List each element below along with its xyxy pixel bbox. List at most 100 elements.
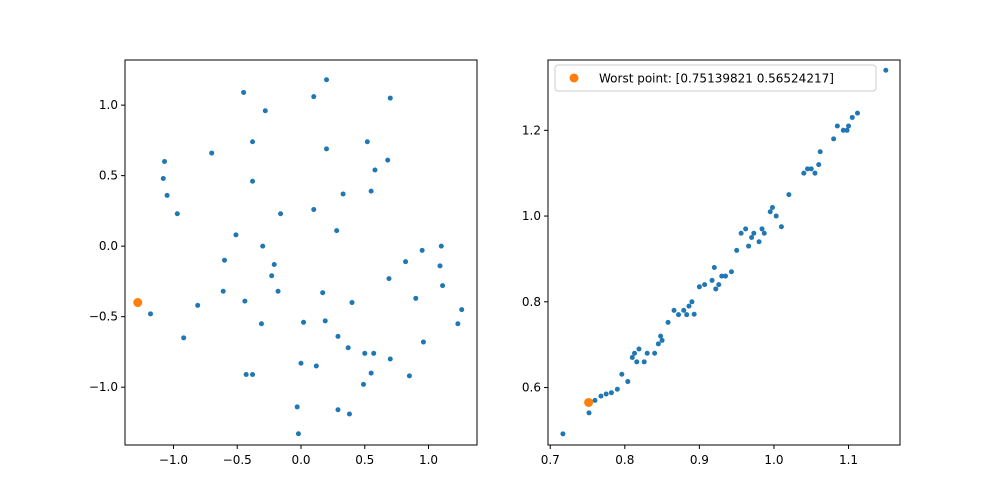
left-data-point [162, 159, 168, 165]
left-data-point [250, 139, 256, 145]
left-data-point [340, 191, 346, 197]
legend-box [554, 64, 877, 92]
legend-marker-worst-point [569, 73, 579, 83]
left-y-tick-label: 0.0 [99, 239, 118, 253]
right-data-point [716, 282, 722, 288]
left-data-point [406, 373, 412, 379]
left-data-point [387, 356, 393, 362]
right-data-point [636, 346, 642, 352]
left-data-point [164, 192, 170, 198]
right-data-point [854, 110, 860, 116]
left-data-point [386, 276, 392, 282]
left-data-point [335, 407, 341, 413]
left-data-point [335, 333, 341, 339]
right-data-point [658, 333, 664, 339]
right-data-point [691, 311, 697, 317]
left-data-point [420, 339, 426, 345]
left-x-tick-label: −1.0 [159, 453, 188, 467]
right-data-point [761, 230, 767, 236]
left-x-tick-label: −0.5 [223, 453, 252, 467]
right-y-tick-label: 1.2 [522, 123, 541, 137]
left-data-point [233, 232, 239, 238]
right-data-point [812, 170, 818, 176]
left-data-point [437, 263, 443, 269]
right-data-point [625, 379, 631, 385]
left-data-point [275, 288, 281, 294]
left-data-point [241, 89, 247, 95]
right-data-point [734, 247, 740, 253]
left-x-tick-label: 0.0 [291, 453, 310, 467]
left-data-point [311, 94, 317, 100]
left-data-point [413, 295, 419, 301]
right-data-point [696, 284, 702, 290]
right-data-point [603, 391, 609, 397]
right-data-point [756, 239, 762, 245]
right-data-point [560, 431, 566, 437]
right-x-tick-label: 0.7 [541, 453, 560, 467]
right-data-point [849, 114, 855, 120]
left-data-point [209, 150, 215, 156]
left-data-point [322, 318, 328, 324]
legend-label-worst-point: Worst point: [0.75139821 0.56524217] [599, 72, 834, 86]
right-worst-point [584, 397, 594, 407]
left-data-point [387, 95, 393, 101]
left-data-point [298, 360, 304, 366]
left-data-point [385, 157, 391, 163]
right-data-point [655, 341, 661, 347]
right-data-point [834, 123, 840, 129]
left-data-point [174, 211, 180, 217]
left-y-ticks: −1.0 −0.5 0.0 0.5 1.0 [89, 98, 125, 394]
left-data-point [346, 411, 352, 417]
right-data-point [759, 226, 765, 232]
right-data-point [681, 307, 687, 313]
right-data-point [634, 359, 640, 365]
right-y-tick-label: 1.0 [522, 209, 541, 223]
left-data-point [278, 211, 284, 217]
right-scatter-axes: 0.7 0.8 0.9 1.0 1.1 0.6 0.8 1.0 1.2 Worst point… [522, 59, 901, 467]
left-data-point [360, 381, 366, 387]
left-data-point [250, 371, 256, 377]
left-x-tick-label: 0.5 [355, 453, 374, 467]
left-data-point [455, 321, 461, 327]
left-data-point [345, 345, 351, 351]
right-data-point [728, 269, 734, 275]
right-data-point [831, 136, 837, 142]
right-data-point [684, 312, 690, 318]
left-data-point [372, 167, 378, 173]
right-x-ticks: 0.7 0.8 0.9 1.0 1.1 [541, 445, 858, 467]
right-data-point [778, 224, 784, 230]
right-data-point [767, 209, 773, 215]
right-data-point [722, 273, 728, 279]
left-y-tick-label: 1.0 [99, 98, 118, 112]
left-data-point [181, 335, 187, 341]
right-data-point [786, 192, 792, 198]
right-y-tick-label: 0.6 [522, 381, 541, 395]
right-data-point [665, 319, 671, 325]
left-data-point [243, 371, 249, 377]
right-y-tick-label: 0.8 [522, 295, 541, 309]
right-data-point [652, 350, 658, 356]
left-x-tick-label: 1.0 [419, 453, 438, 467]
right-data-point [816, 162, 822, 168]
left-data-point [148, 311, 154, 317]
right-data-point [805, 166, 811, 172]
right-data-point [671, 307, 677, 313]
left-data-point [271, 261, 277, 267]
right-data-point [598, 393, 604, 399]
right-data-point [773, 213, 779, 219]
right-axes-frame [547, 59, 901, 446]
right-x-tick-label: 1.1 [839, 453, 858, 467]
left-data-point [258, 321, 264, 327]
right-data-point [689, 299, 695, 305]
left-data-point [220, 288, 226, 294]
left-data-point [334, 228, 340, 234]
left-data-point [195, 302, 201, 308]
right-data-point [749, 234, 755, 240]
left-data-point [160, 175, 166, 181]
right-data-point [709, 277, 715, 283]
right-data-point [738, 230, 744, 236]
left-data-point [242, 298, 248, 304]
right-data-point [608, 390, 614, 396]
left-scatter-points [133, 77, 465, 437]
